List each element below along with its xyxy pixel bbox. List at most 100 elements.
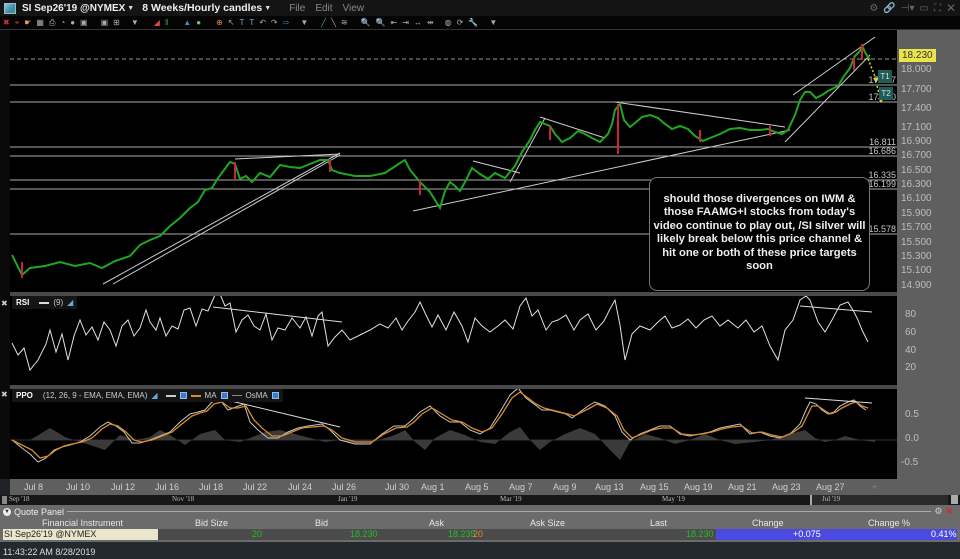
rsi-line-swatch	[39, 301, 50, 304]
navigator-right-button[interactable]	[951, 495, 958, 504]
quote-panel-header[interactable]: ▼ Quote Panel ⚙ ✖	[3, 506, 953, 517]
col-header-ask[interactable]: Ask	[429, 518, 445, 528]
text-t2-icon[interactable]: T	[249, 18, 255, 27]
dropdown-icon[interactable]: ▼	[489, 18, 498, 27]
annotation-textbox[interactable]: should those divergences on IWM & those …	[649, 177, 870, 291]
x-axis-scroll-icon[interactable]: +	[872, 482, 878, 492]
symbol-selector[interactable]: SI Sep26'19 @NYMEX	[22, 2, 126, 14]
col-header-last[interactable]: Last	[650, 518, 668, 528]
y-tick: 16.100	[901, 193, 932, 204]
close-ppo-icon[interactable]: ✖	[1, 390, 8, 399]
quote-settings-icon[interactable]: ⚙	[934, 506, 943, 516]
sync-icon[interactable]: ⟳	[456, 18, 464, 27]
col-header-bid[interactable]: Bid	[315, 518, 329, 528]
print-icon[interactable]: ⎙	[48, 17, 56, 27]
change-pct-cell: 0.41%	[931, 529, 957, 539]
dropdown-icon[interactable]: ▼	[130, 18, 139, 27]
ppo-params: (12, 26, 9 - EMA, EMA, EMA)	[42, 391, 148, 400]
ppo-settings-icon[interactable]: ◢	[151, 391, 158, 400]
close-icon[interactable]: ✖	[3, 18, 10, 27]
redo-icon[interactable]: ↷	[270, 18, 278, 27]
quote-row[interactable]: SI Sep26'19 @NYMEX 20 18.230 18.235 20 1…	[3, 529, 957, 540]
x-tick: Aug 27	[816, 482, 845, 492]
period-dropdown-icon[interactable]: ▼	[264, 4, 272, 12]
maximize-icon[interactable]: ⛶	[933, 2, 941, 14]
osma-checkbox[interactable]	[271, 392, 279, 399]
overview-navigator[interactable]: Sep '18 Nov '18 Jan '19 Mar '19 May '19 …	[0, 495, 960, 505]
pointer-icon[interactable]: ☛	[24, 18, 32, 27]
y-tick: 18.000	[901, 64, 932, 75]
ma-checkbox[interactable]	[220, 392, 228, 399]
status-bar: 11:43:22 AM 8/28/2019	[0, 542, 960, 559]
compress-icon[interactable]: ⇹	[426, 18, 434, 27]
rsi-y-tick: 20	[905, 362, 917, 373]
image-icon[interactable]: ▣	[80, 18, 88, 27]
menu-view[interactable]: View	[342, 2, 365, 14]
refresh-icon[interactable]: ◔	[60, 18, 66, 27]
quote-panel-title: Quote Panel	[14, 506, 65, 517]
overview-label: May '19	[662, 495, 685, 503]
col-header-change-pct[interactable]: Change %	[868, 518, 911, 528]
globe-icon[interactable]: ◍	[444, 18, 452, 27]
menu-edit[interactable]: Edit	[315, 2, 333, 14]
ppo-line-checkbox[interactable]	[179, 392, 187, 399]
level-label: 16.811	[869, 137, 896, 147]
change-cell-bg	[716, 529, 957, 540]
grid-icon[interactable]: ▦	[36, 18, 44, 27]
period-selector[interactable]: 8 Weeks/Hourly candles	[142, 2, 263, 14]
layout-grid-icon[interactable]: ⊞	[113, 18, 120, 27]
pencil-icon[interactable]: ◢	[153, 18, 160, 27]
col-header-instrument[interactable]: Financial Instrument	[42, 518, 124, 528]
dropdown-icon[interactable]: ▼	[300, 18, 309, 27]
settings-icon[interactable]: ⚙	[869, 2, 879, 14]
zoom-out-icon[interactable]: 🔍	[375, 18, 386, 27]
close-rsi-icon[interactable]: ✖	[1, 299, 8, 308]
target-icon[interactable]: ⊕	[216, 18, 223, 27]
text-t-icon[interactable]: T	[239, 18, 245, 27]
col-header-bid-size[interactable]: Bid Size	[195, 518, 229, 528]
chart-area[interactable]: 17.757 17.490 16.811 16.686 16.335 16.19…	[10, 30, 897, 479]
scroll-right-icon[interactable]: ⇥	[402, 18, 409, 27]
x-tick: Jul 26	[332, 482, 357, 492]
navigator-selection[interactable]	[810, 495, 948, 505]
undo-icon[interactable]: ↶	[259, 18, 266, 27]
link-icon[interactable]: 🔗	[883, 2, 896, 14]
cursor-icon[interactable]: ↖	[227, 18, 235, 27]
col-header-ask-size[interactable]: Ask Size	[530, 518, 566, 528]
scroll-left-icon[interactable]: ⇤	[390, 18, 398, 27]
bar-style-icon[interactable]: ‖	[164, 18, 169, 27]
rsi-y-tick: 80	[905, 309, 917, 320]
price-y-axis[interactable]: 18.230 18.000 17.700 17.400 17.100 16.90…	[897, 30, 960, 479]
panel-divider-rsi-ppo[interactable]	[10, 385, 960, 389]
overview-label: Jul '19	[822, 495, 841, 503]
line-icon[interactable]: ╲	[331, 18, 336, 27]
time-x-axis[interactable]: Jul 8 Jul 10 Jul 12 Jul 16 Jul 18 Jul 22…	[10, 479, 897, 495]
area-icon[interactable]: ▲	[183, 18, 192, 27]
fib-icon[interactable]: ≋	[340, 18, 348, 27]
rsi-settings-icon[interactable]: ◢	[67, 298, 74, 307]
rsi-params: (9)	[53, 298, 64, 307]
menu-file[interactable]: File	[289, 2, 306, 14]
layout-icon[interactable]: ▣	[100, 18, 109, 27]
minimize-icon[interactable]: ▭	[919, 2, 929, 14]
crosshair-icon[interactable]: ⌖	[14, 17, 20, 27]
instrument-cell[interactable]: SI Sep26'19 @NYMEX	[3, 529, 158, 540]
zoom-in-icon[interactable]: 🔍	[360, 18, 371, 27]
fit-icon[interactable]: ↔	[413, 18, 422, 27]
trend-icon[interactable]: ╱	[321, 18, 327, 27]
arrow-right-icon[interactable]: ⇨	[282, 18, 290, 27]
collapse-icon[interactable]: ▼	[3, 507, 11, 516]
pin-icon[interactable]: ⊣▾	[900, 2, 915, 14]
circle-icon[interactable]: ●	[70, 18, 76, 27]
x-tick: Aug 23	[772, 482, 801, 492]
wrench-icon[interactable]: 🔧	[468, 18, 479, 27]
col-header-change[interactable]: Change	[752, 518, 784, 528]
close-icon[interactable]: ✕	[945, 1, 956, 15]
quote-close-icon[interactable]: ✖	[945, 506, 953, 516]
panel-divider-price-rsi[interactable]	[10, 292, 960, 296]
symbol-dropdown-icon[interactable]: ▼	[127, 4, 135, 12]
chart-toolbar: ✖ ⌖ ☛ ▦ ⎙ ◔ ● ▣ ▣ ⊞ ▼ ◢ ‖ ▲ ● ⊕ ↖ T T ↶ …	[0, 16, 960, 30]
x-tick: Aug 15	[640, 482, 669, 492]
ball-icon[interactable]: ●	[196, 18, 202, 27]
navigator-left-button[interactable]	[2, 496, 7, 504]
